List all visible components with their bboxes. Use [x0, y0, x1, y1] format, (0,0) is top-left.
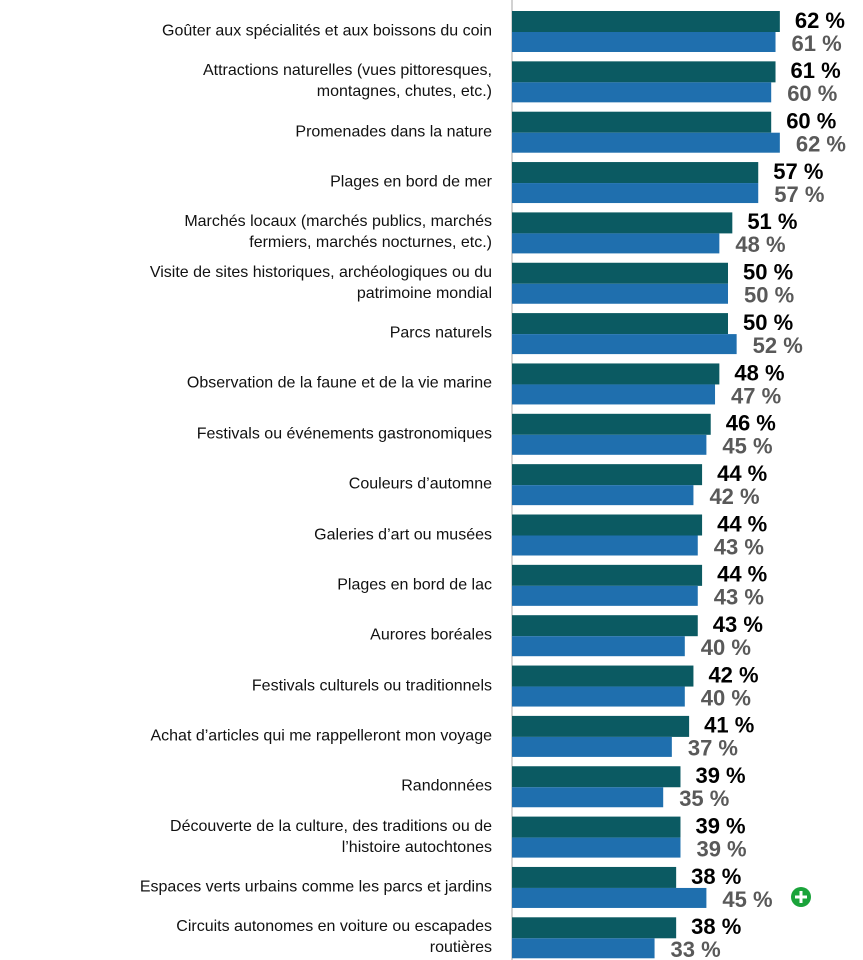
- bar: [512, 111, 772, 133]
- bar: [512, 434, 707, 455]
- value-label: 50 %: [743, 260, 793, 285]
- bar: [512, 816, 681, 838]
- category-label: Aurores boréales: [370, 626, 492, 644]
- category-label: Randonnées: [401, 777, 492, 795]
- value-label: 43 %: [714, 585, 764, 610]
- bar: [512, 363, 720, 385]
- category-label: Galeries d’art ou musées: [314, 526, 492, 543]
- bar: [512, 938, 655, 959]
- bar: [512, 162, 759, 184]
- value-label: 57 %: [774, 182, 824, 207]
- bar: [512, 384, 716, 405]
- bar: [512, 212, 733, 234]
- category-label: Plages en bord de mer: [330, 173, 492, 191]
- value-label: 47 %: [731, 383, 781, 408]
- value-label: 61 %: [791, 58, 841, 83]
- category-label: Achat d’articles qui me rappelleront mon…: [150, 727, 492, 745]
- bar: [512, 514, 703, 536]
- value-label: 40 %: [701, 685, 751, 710]
- significance-icon: [791, 887, 811, 907]
- category-label: Plages en bord de lac: [337, 576, 492, 594]
- value-label: 38 %: [691, 914, 741, 939]
- value-label: 43 %: [713, 612, 763, 637]
- category-label: Promenades dans la nature: [295, 123, 492, 141]
- value-label: 44 %: [717, 461, 767, 486]
- bar: [512, 766, 681, 788]
- value-label: 46 %: [726, 411, 776, 436]
- category-label: Couleurs d’automne: [348, 475, 492, 493]
- category-label: Festivals ou événements gastronomiques: [196, 425, 492, 443]
- bar: [512, 715, 690, 737]
- value-label: 44 %: [717, 511, 767, 536]
- bar: [512, 736, 672, 757]
- category-label: Découverte de la culture, des traditions…: [170, 817, 492, 856]
- value-label: 60 %: [786, 109, 836, 134]
- value-label: 48 %: [734, 360, 784, 385]
- value-label: 50 %: [743, 310, 793, 335]
- bar: [512, 132, 780, 153]
- value-label: 45 %: [722, 434, 772, 459]
- bar: [512, 283, 728, 304]
- bar: [512, 334, 737, 355]
- value-label: 39 %: [695, 763, 745, 788]
- bar: [512, 464, 703, 486]
- bar: [512, 665, 694, 687]
- value-label: 44 %: [717, 562, 767, 587]
- value-label: 40 %: [701, 635, 751, 660]
- value-label: 61 %: [792, 31, 842, 56]
- bar: [512, 535, 698, 556]
- category-label: Espaces verts urbains comme les parcs et…: [139, 878, 492, 896]
- category-label: Circuits autonomes en voiture ou escapad…: [176, 918, 492, 957]
- bar: [512, 866, 677, 888]
- bar: [512, 183, 759, 204]
- value-label: 52 %: [753, 333, 803, 358]
- bar: [512, 686, 685, 707]
- bar: [512, 32, 776, 52]
- bar: [512, 413, 711, 435]
- category-label: Attractions naturelles (vues pittoresque…: [202, 62, 492, 101]
- bar: [512, 887, 707, 908]
- value-label: 41 %: [704, 713, 754, 738]
- bar: [512, 837, 681, 858]
- bar: [512, 585, 698, 606]
- value-label: 42 %: [709, 484, 759, 509]
- value-label: 62 %: [796, 132, 846, 157]
- value-label: 57 %: [773, 159, 823, 184]
- category-label: Parcs naturels: [389, 324, 492, 342]
- bar: [512, 82, 772, 103]
- bar: [512, 787, 664, 808]
- value-label: 33 %: [671, 937, 721, 960]
- value-label: 45 %: [722, 887, 772, 912]
- bar: [512, 564, 703, 586]
- value-label: 62 %: [795, 8, 845, 33]
- value-label: 35 %: [679, 786, 729, 811]
- value-label: 39 %: [695, 813, 745, 838]
- value-label: 39 %: [696, 836, 746, 861]
- bar: [512, 485, 694, 506]
- value-label: 50 %: [744, 283, 794, 308]
- bar: [512, 615, 698, 637]
- bar: [512, 917, 677, 939]
- category-label: Marchés locaux (marchés publics, marchés…: [184, 213, 492, 252]
- bar: [512, 11, 780, 32]
- value-label: 38 %: [691, 864, 741, 889]
- bar: [512, 61, 776, 83]
- value-label: 43 %: [714, 534, 764, 559]
- bar: [512, 262, 728, 284]
- category-label: Festivals culturels ou traditionnels: [251, 677, 492, 695]
- category-label: Observation de la faune et de la vie mar…: [186, 374, 492, 392]
- value-label: 51 %: [747, 209, 797, 234]
- value-label: 42 %: [708, 662, 758, 687]
- value-label: 60 %: [787, 81, 837, 106]
- category-label: Visite de sites historiques, archéologiq…: [149, 263, 492, 302]
- value-label: 48 %: [735, 232, 785, 257]
- bar: [512, 636, 685, 657]
- bar: [512, 233, 720, 254]
- category-label: Goûter aux spécialités et aux boissons d…: [162, 22, 492, 40]
- bar: [512, 313, 728, 335]
- value-label: 37 %: [688, 736, 738, 761]
